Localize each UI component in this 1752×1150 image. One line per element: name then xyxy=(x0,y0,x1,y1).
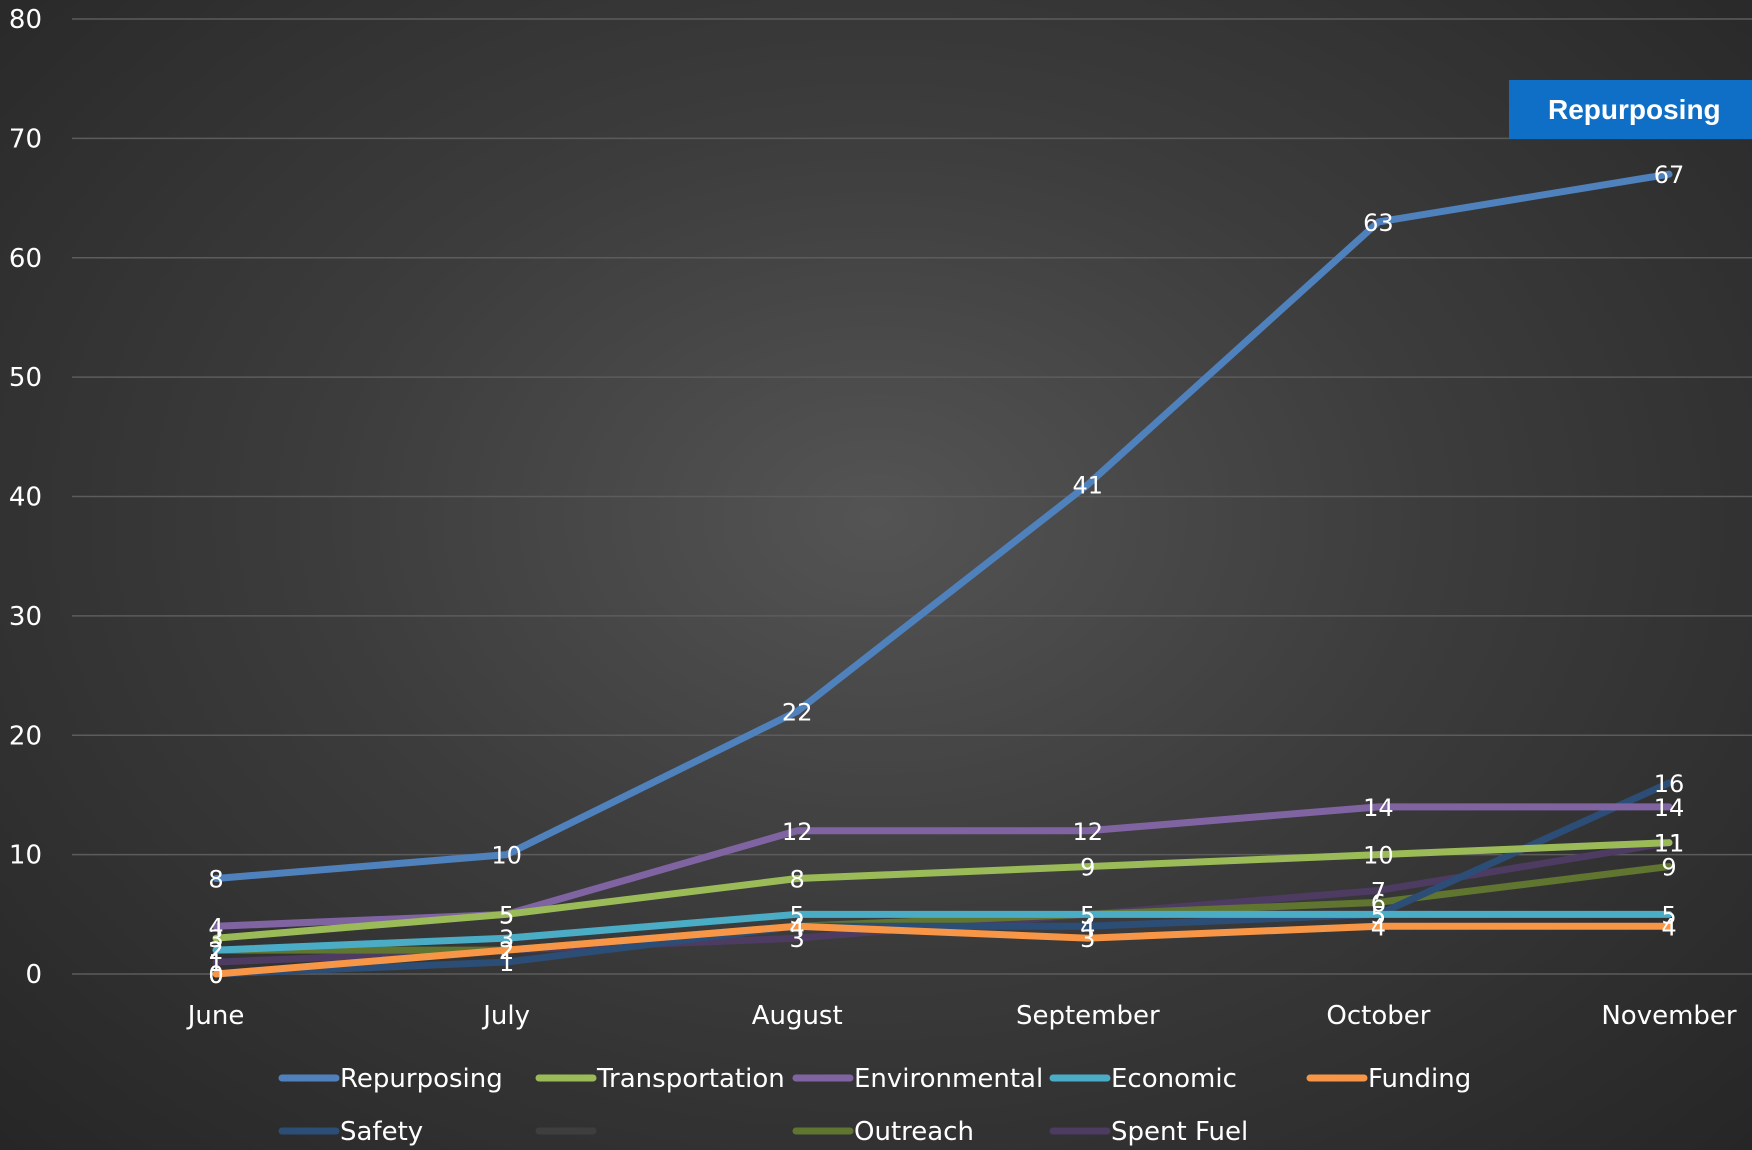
data-label: 8 xyxy=(790,866,805,894)
data-label: 2 xyxy=(499,937,514,965)
legend: Repurposing Transportation Environmental Ec… xyxy=(278,1064,1471,1147)
data-label: 4 xyxy=(790,913,805,941)
x-axis-tick-labels: June July August September October November xyxy=(186,1001,1737,1031)
data-label: 5 xyxy=(1371,901,1386,929)
data-label: 9 xyxy=(1080,854,1095,882)
legend-label: Safety xyxy=(340,1117,423,1147)
series-line xyxy=(212,922,1673,978)
data-label: 5 xyxy=(790,901,805,929)
data-label: 14 xyxy=(1363,794,1394,822)
data-label: 6 xyxy=(1371,889,1386,917)
x-tick-label: October xyxy=(1326,1001,1430,1031)
data-label: 12 xyxy=(1073,818,1104,846)
legend-label: Environmental xyxy=(854,1064,1043,1094)
y-tick-label: 20 xyxy=(9,721,42,751)
series-line xyxy=(212,803,1673,930)
data-label: 0 xyxy=(208,961,223,989)
data-label: 3 xyxy=(208,925,223,953)
legend-label: Funding xyxy=(1368,1064,1471,1094)
data-label: 22 xyxy=(782,698,813,726)
gridlines xyxy=(72,18,1752,975)
data-label: 8 xyxy=(208,866,223,894)
data-label: 7 xyxy=(1371,877,1386,905)
data-label: 10 xyxy=(1363,842,1394,870)
data-label: 5 xyxy=(499,901,514,929)
series-lines xyxy=(212,170,1673,978)
legend-label: Spent Fuel xyxy=(1111,1117,1248,1147)
legend-label: Transportation xyxy=(596,1064,785,1094)
data-label: 3 xyxy=(1080,925,1095,953)
data-label: 11 xyxy=(1654,830,1685,858)
data-label: 10 xyxy=(491,842,522,870)
series-line xyxy=(212,910,1673,954)
data-label: 3 xyxy=(790,925,805,953)
data-label: 0 xyxy=(208,961,223,989)
y-tick-label: 30 xyxy=(9,602,42,632)
data-label: 5 xyxy=(1661,901,1676,929)
series-line xyxy=(212,170,1673,882)
y-tick-label: 0 xyxy=(25,960,42,990)
data-label: 5 xyxy=(499,901,514,929)
highlight-badge: Repurposing xyxy=(1509,80,1752,139)
highlight-badge-label: Repurposing xyxy=(1548,94,1721,125)
y-tick-label: 50 xyxy=(9,363,42,393)
y-tick-label: 10 xyxy=(9,841,42,871)
data-label: 16 xyxy=(1654,770,1685,798)
data-label: 5 xyxy=(1080,901,1095,929)
legend-label: Repurposing xyxy=(340,1064,503,1094)
data-label: 2 xyxy=(499,937,514,965)
data-label: 2 xyxy=(499,937,514,965)
y-tick-label: 40 xyxy=(9,483,42,513)
y-axis-tick-labels: 0 10 20 30 40 50 60 70 80 xyxy=(9,5,42,990)
data-label: 3 xyxy=(499,925,514,953)
data-label: 4 xyxy=(1661,913,1676,941)
data-label: 63 xyxy=(1363,209,1394,237)
series-line xyxy=(212,779,1673,978)
data-label: 41 xyxy=(1073,472,1104,500)
x-tick-label: September xyxy=(1016,1001,1160,1031)
data-label: 5 xyxy=(1080,901,1095,929)
data-label: 5 xyxy=(1371,901,1386,929)
y-tick-label: 80 xyxy=(9,5,42,35)
data-label: 4 xyxy=(790,913,805,941)
data-label: 4 xyxy=(1371,913,1386,941)
x-tick-label: November xyxy=(1601,1001,1737,1031)
highlight-badge-box xyxy=(1509,80,1752,139)
legend-label: Outreach xyxy=(854,1117,974,1147)
data-label: 11 xyxy=(1654,830,1685,858)
data-label: 4 xyxy=(790,913,805,941)
data-label: 2 xyxy=(208,937,223,965)
x-tick-label: August xyxy=(752,1001,843,1031)
data-label: 2 xyxy=(208,937,223,965)
data-label: 14 xyxy=(1654,794,1685,822)
data-label: 4 xyxy=(208,913,223,941)
y-tick-label: 60 xyxy=(9,244,42,274)
data-label: 1 xyxy=(499,949,514,977)
series-line xyxy=(212,839,1673,942)
series-line xyxy=(212,863,1673,954)
y-tick-label: 70 xyxy=(9,124,42,154)
data-label: 5 xyxy=(1080,901,1095,929)
data-label: 9 xyxy=(1661,854,1676,882)
legend-label: Economic xyxy=(1111,1064,1237,1094)
x-tick-label: June xyxy=(186,1001,245,1031)
data-label: 4 xyxy=(1080,913,1095,941)
x-tick-label: July xyxy=(481,1001,530,1031)
data-label: 67 xyxy=(1654,161,1685,189)
data-label: 12 xyxy=(782,818,813,846)
data-label: 1 xyxy=(208,949,223,977)
